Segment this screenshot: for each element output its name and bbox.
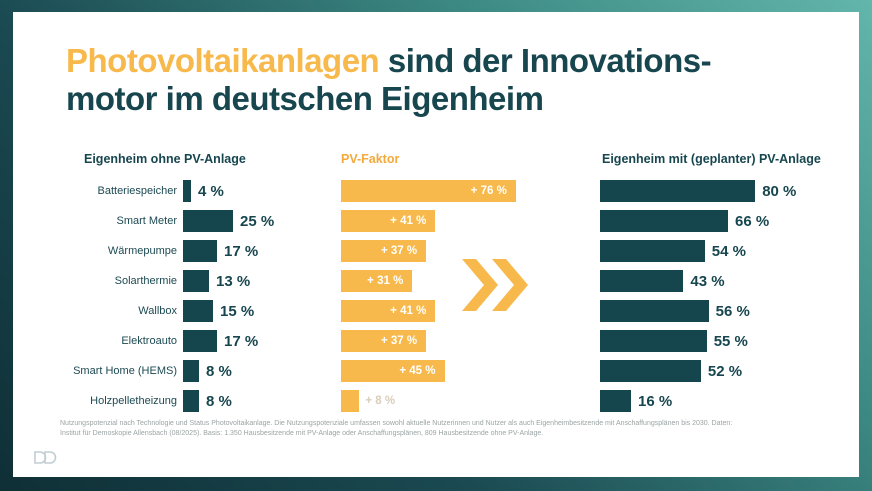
bar-right (600, 240, 705, 262)
bar-left-value: 8 % (206, 392, 232, 410)
bar-factor-value: + 76 % (470, 185, 507, 197)
bar-left-value: 17 % (224, 332, 259, 350)
category-label: Smart Meter (116, 215, 177, 227)
bar-left (183, 180, 191, 202)
bar-factor-value: + 8 % (365, 395, 396, 407)
category-label: Wallbox (138, 305, 177, 317)
bar-factor-value: + 37 % (380, 245, 418, 257)
title-line2: motor im deutschen Eigenheim (66, 80, 544, 117)
bar-right-value: 54 % (711, 242, 746, 260)
bar-factor: + 41 % (341, 210, 436, 232)
bar-left (183, 300, 213, 322)
bar-right-value: 16 % (638, 392, 673, 410)
category-label: Holzpelletheizung (90, 395, 177, 407)
bar-factor: + 37 % (341, 330, 427, 352)
category-label: Solarthermie (114, 275, 177, 287)
bar-left-value: 25 % (240, 212, 275, 230)
column-header-pv-faktor: PV-Faktor (341, 152, 400, 166)
bar-row-factor: + 37 % (341, 240, 427, 262)
bar-row-right: 55 % (600, 330, 748, 352)
page-title: Photovoltaikanlagen sind der Innovations… (66, 42, 712, 118)
bar-right (600, 390, 632, 412)
category-label: Smart Home (HEMS) (73, 365, 177, 377)
bar-factor: + 31 % (341, 270, 413, 292)
bar-left-value: 4 % (198, 182, 224, 200)
category-label: Elektroauto (121, 335, 177, 347)
bar-right-value: 55 % (713, 332, 748, 350)
category-label: Batteriespeicher (97, 185, 178, 197)
bar-row-factor: + 37 % (341, 330, 427, 352)
bar-row-left: 15 % (183, 300, 254, 322)
category-label: Wärmepumpe (107, 245, 177, 257)
bar-factor-value: + 41 % (390, 305, 427, 317)
column-header-left: Eigenheim ohne PV-Anlage (84, 152, 246, 166)
bar-factor: + 76 % (341, 180, 516, 202)
bar-left (183, 210, 233, 232)
bar-row-factor: + 76 % (341, 180, 516, 202)
bar-row-left: 17 % (183, 330, 258, 352)
bar-row-right: 54 % (600, 240, 746, 262)
title-highlight: Photovoltaikanlagen (66, 42, 380, 79)
bar-row-factor: + 8 % (341, 390, 395, 412)
bar-factor: + 45 % (341, 360, 445, 382)
bar-factor-value: + 41 % (390, 215, 427, 227)
double-chevron-right-icon (460, 257, 528, 318)
bar-row-left: 8 % (183, 390, 232, 412)
bar-left-value: 15 % (220, 302, 255, 320)
bar-right-value: 52 % (707, 362, 743, 380)
bar-row-right: 16 % (600, 390, 672, 412)
bar-left (183, 360, 199, 382)
bar-row-right: 43 % (600, 270, 725, 292)
bar-right-value: 80 % (762, 182, 797, 200)
bar-factor: + 41 % (341, 300, 436, 322)
bar-row-left: 17 % (183, 240, 258, 262)
bar-right (600, 300, 709, 322)
footnote: Nutzungspotenzial nach Technologie und S… (60, 419, 850, 438)
bar-left-value: 8 % (206, 362, 232, 380)
bar-right (600, 210, 729, 232)
bar-row-right: 52 % (600, 360, 742, 382)
footnote-line2: Institut für Demoskopie Allensbach (08/2… (60, 429, 544, 437)
title-line1-rest: sind der Innovations- (379, 42, 712, 79)
footnote-line1: Nutzungspotenzial nach Technologie und S… (60, 420, 733, 427)
bar-row-right: 80 % (600, 180, 796, 202)
bar-row-left: 25 % (183, 210, 274, 232)
bar-row-right: 66 % (600, 210, 769, 232)
bar-row-left: 8 % (183, 360, 232, 382)
bar-right-value: 43 % (690, 272, 725, 290)
bar-left (183, 390, 199, 412)
bar-row-factor: + 41 % (341, 210, 436, 232)
column-header-right: Eigenheim mit (geplanter) PV-Anlage (602, 152, 821, 166)
bar-right-value: 66 % (735, 212, 770, 230)
bar-factor-value: + 45 % (399, 365, 436, 377)
dd-logo-icon (33, 450, 57, 471)
bar-row-factor: + 31 % (341, 270, 413, 292)
bar-left (183, 240, 217, 262)
bar-row-right: 56 % (600, 300, 750, 322)
bar-row-left: 13 % (183, 270, 250, 292)
bar-factor-value: + 31 % (367, 275, 404, 287)
bar-factor: + 37 % (341, 240, 427, 262)
bar-right (600, 360, 701, 382)
bar-factor-value: + 37 % (380, 335, 418, 347)
bar-right (600, 270, 684, 292)
bar-right-value: 56 % (715, 302, 750, 320)
bar-row-left: 4 % (183, 180, 224, 202)
bar-factor: + 8 % (341, 390, 395, 412)
bar-left (183, 270, 209, 292)
bar-right (600, 330, 707, 352)
bar-left-value: 17 % (224, 242, 259, 260)
bar-row-factor: + 45 % (341, 360, 445, 382)
bar-left (183, 330, 217, 352)
slide-background: Photovoltaikanlagen sind der Innovations… (13, 12, 859, 477)
bar-row-factor: + 41 % (341, 300, 436, 322)
bar-left-value: 13 % (216, 272, 251, 290)
bar-right (600, 180, 756, 202)
